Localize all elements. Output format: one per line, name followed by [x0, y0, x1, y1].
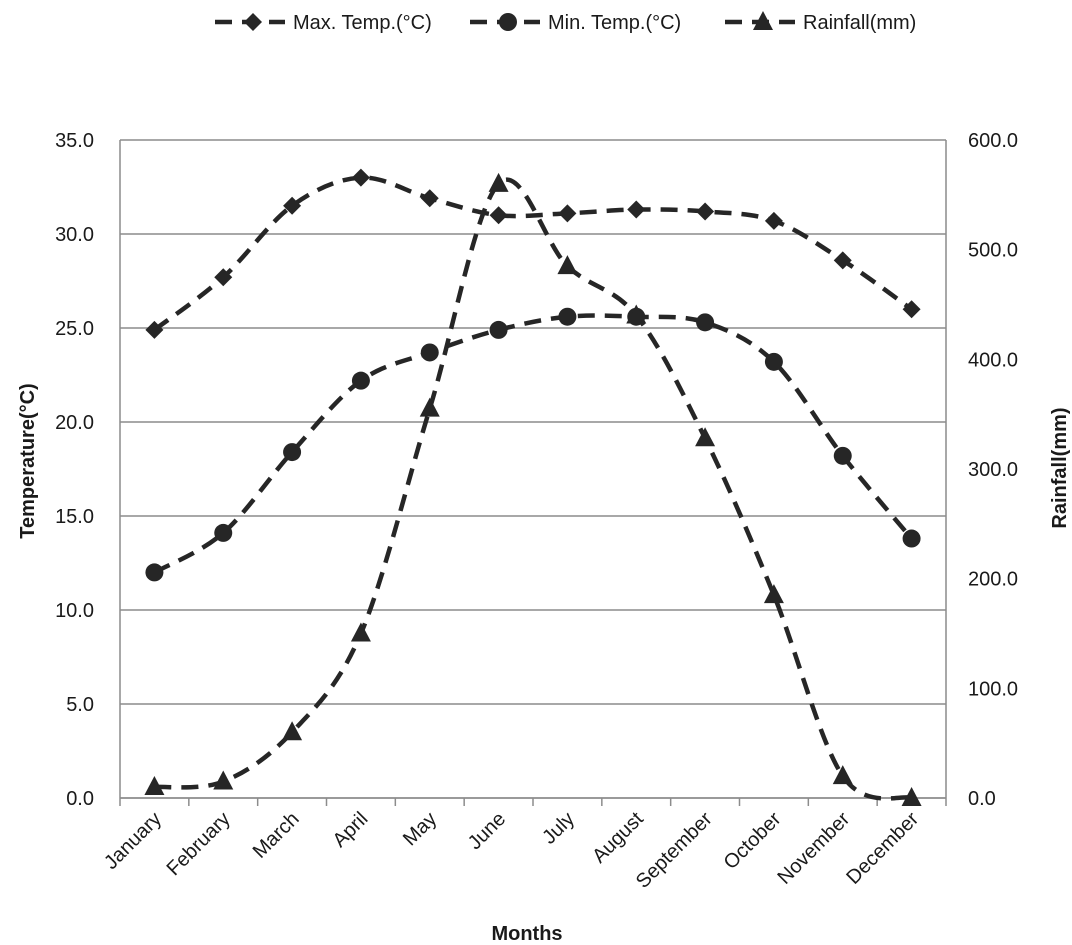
y-tick-label: 35.0	[55, 130, 94, 152]
data-point-triangle	[282, 721, 303, 741]
data-point-triangle	[213, 770, 234, 790]
x-tick-label: April	[329, 808, 373, 852]
x-tick-label: November	[773, 808, 854, 889]
data-point-circle	[558, 307, 577, 326]
y2-tick-label: 400.0	[968, 349, 1018, 371]
legend-marker	[753, 11, 773, 30]
y2-tick-label: 500.0	[968, 240, 1018, 262]
y2-tick-label: 0.0	[968, 788, 996, 810]
series-group	[144, 168, 922, 806]
data-point-circle	[764, 352, 783, 371]
y-tick-label: 10.0	[55, 600, 94, 622]
data-point-triangle	[901, 787, 922, 806]
y2-axis-title: Rainfall(mm)	[1049, 407, 1071, 528]
grid	[120, 139, 946, 799]
legend-label: Min. Temp.(°C)	[548, 12, 681, 34]
x-tick-label: June	[464, 808, 510, 854]
axes	[119, 140, 947, 806]
data-point-diamond	[558, 204, 577, 223]
series-line-circle	[153, 313, 914, 575]
data-point-circle	[145, 563, 164, 582]
legend-item: Max. Temp.(°C)	[215, 12, 432, 34]
x-axis-title: Months	[491, 923, 562, 945]
legend-item: Min. Temp.(°C)	[470, 12, 681, 34]
data-point-triangle	[350, 622, 371, 642]
data-point-circle	[696, 313, 715, 332]
data-point-circle	[214, 523, 233, 542]
x-tick-label: August	[588, 808, 648, 868]
x-tick-label: May	[399, 808, 441, 850]
data-point-diamond	[696, 202, 715, 221]
data-point-circle	[489, 320, 508, 339]
data-point-triangle	[488, 172, 509, 192]
y2-tick-label: 600.0	[968, 130, 1018, 152]
x-tick-label: February	[163, 808, 235, 880]
data-point-diamond	[627, 200, 646, 219]
legend-marker	[244, 13, 262, 31]
data-point-triangle	[832, 765, 853, 785]
data-point-circle	[420, 343, 439, 362]
x-tick-label: December	[842, 808, 923, 889]
series-line-diamond	[153, 175, 913, 332]
data-point-diamond	[145, 320, 164, 339]
data-point-triangle	[419, 397, 440, 417]
legend-label: Max. Temp.(°C)	[293, 12, 432, 34]
x-tick-label: March	[249, 808, 304, 863]
y-tick-label: 15.0	[55, 506, 94, 528]
data-point-triangle	[763, 584, 784, 604]
x-tick-label: October	[720, 808, 786, 874]
data-point-diamond	[764, 211, 783, 230]
y-tick-label: 25.0	[55, 318, 94, 340]
data-point-diamond	[833, 251, 852, 270]
data-point-circle	[351, 371, 370, 390]
data-point-circle	[283, 443, 302, 462]
data-point-triangle	[695, 427, 716, 447]
data-point-diamond	[902, 300, 921, 319]
x-tick-label: July	[538, 808, 579, 849]
y-tick-label: 5.0	[66, 694, 94, 716]
data-point-diamond	[214, 268, 233, 287]
y-axis-title: Temperature(°C)	[17, 383, 39, 538]
data-point-diamond	[489, 206, 508, 225]
series-line-triangle	[154, 177, 913, 801]
y2-tick-label: 100.0	[968, 678, 1018, 700]
data-point-diamond	[420, 189, 439, 208]
y-tick-label: 0.0	[66, 788, 94, 810]
legend-item: Rainfall(mm)	[725, 11, 916, 34]
legend: Max. Temp.(°C) Min. Temp.(°C) Rainfall(mm)	[215, 11, 916, 34]
x-tick-label: January	[100, 808, 166, 874]
legend-label: Rainfall(mm)	[803, 12, 916, 34]
tick-labels: 0.0 5.0 10.0 15.0 20.0 25.0 30.0 35.0 0.0 100.0 20…	[55, 130, 1018, 893]
data-point-triangle	[557, 255, 578, 275]
y2-tick-label: 300.0	[968, 459, 1018, 481]
legend-marker	[499, 13, 517, 31]
data-point-circle	[833, 446, 852, 465]
data-point-triangle	[626, 304, 647, 324]
data-point-circle	[902, 529, 921, 548]
y-tick-label: 20.0	[55, 412, 94, 434]
data-point-triangle	[144, 776, 165, 796]
data-point-diamond	[351, 168, 370, 187]
y-tick-label: 30.0	[55, 224, 94, 246]
y2-tick-label: 200.0	[968, 569, 1018, 591]
data-point-diamond	[283, 196, 302, 215]
